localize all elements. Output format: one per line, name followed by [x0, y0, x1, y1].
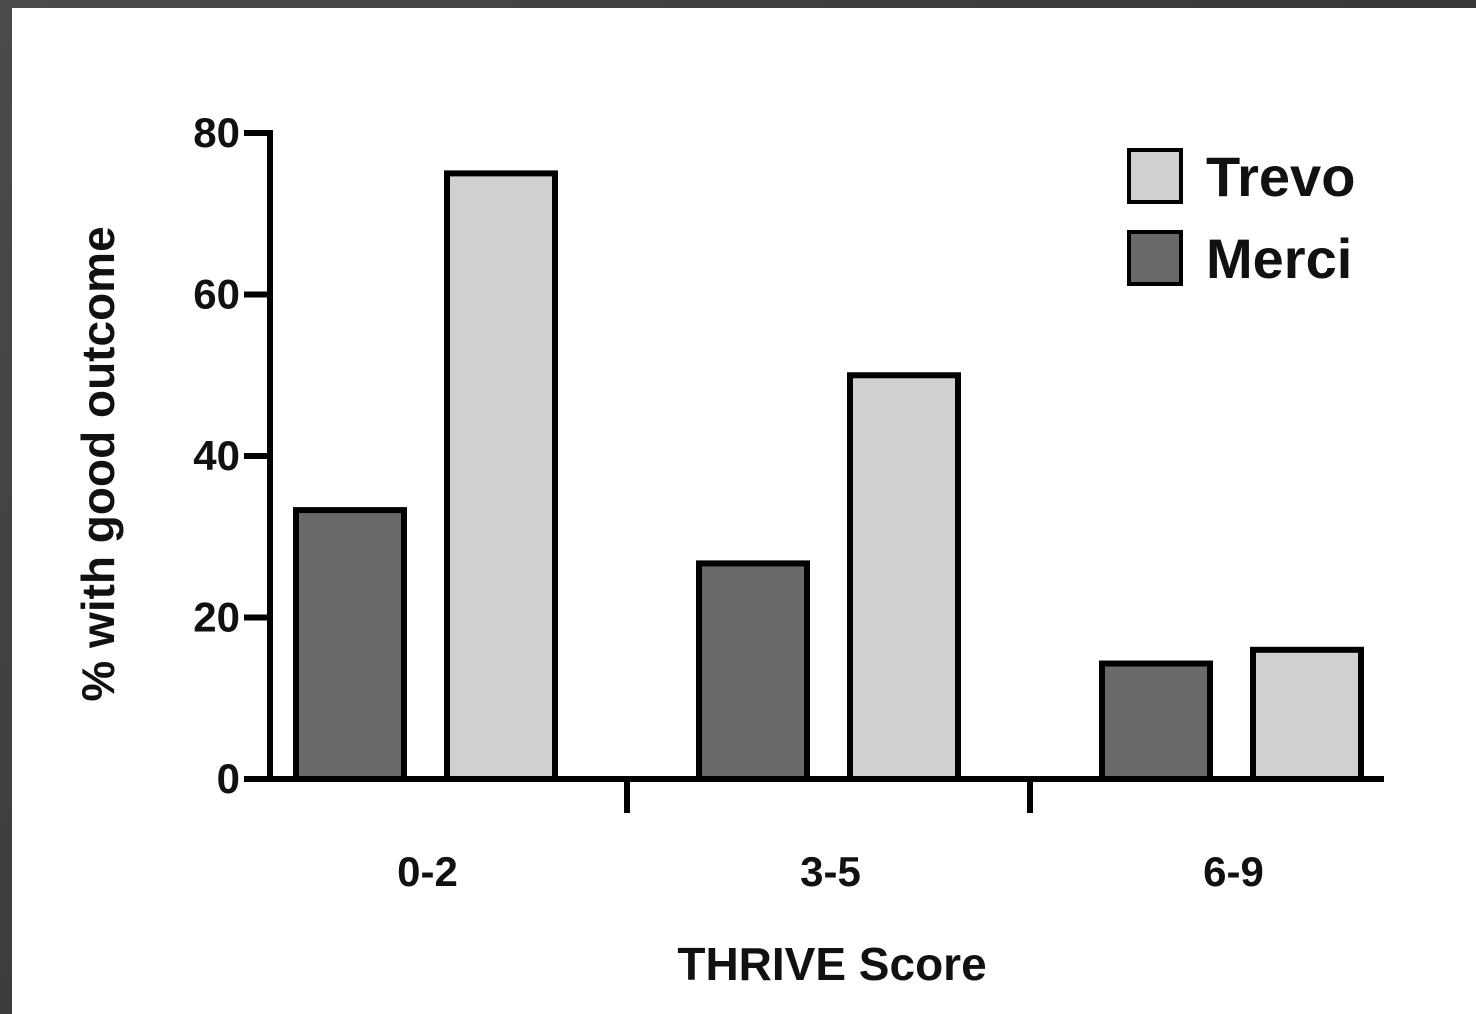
bar-trevo-6-9: [1250, 646, 1364, 782]
legend: Trevo Merci: [1127, 145, 1355, 290]
bar-trevo-0-2: [444, 170, 558, 782]
legend-swatch-trevo: [1127, 148, 1183, 204]
legend-label-trevo: Trevo: [1206, 145, 1355, 208]
y-tick-label-20: 20: [193, 594, 240, 641]
legend-label-merci: Merci: [1206, 227, 1352, 290]
x-category-label-6-9: 6-9: [1203, 848, 1264, 895]
x-category-label-3-5: 3-5: [800, 848, 861, 895]
labels-layer: 0 20 40 60 80 0-2 3-5 6-9 THRIVE Score % with goo…: [72, 109, 1264, 990]
y-tick-label-80: 80: [193, 109, 240, 156]
axes-layer: [244, 130, 1384, 813]
x-category-label-0-2: 0-2: [397, 848, 458, 895]
y-axis-title: % with good outcome: [72, 226, 124, 701]
bar-merci-0-2: [293, 507, 407, 782]
y-tick-label-60: 60: [193, 271, 240, 318]
legend-swatch-merci: [1127, 230, 1183, 286]
y-tick-label-0: 0: [217, 755, 240, 802]
bars-layer: [293, 170, 1364, 783]
x-axis-title: THRIVE Score: [677, 938, 986, 990]
bar-merci-3-5: [696, 560, 810, 783]
bar-chart: 0 20 40 60 80 0-2 3-5 6-9 THRIVE Score % with goo…: [72, 109, 1384, 990]
chart-panel: 0 20 40 60 80 0-2 3-5 6-9 THRIVE Score % with goo…: [12, 8, 1476, 1014]
y-tick-label-40: 40: [193, 432, 240, 479]
bar-trevo-3-5: [847, 372, 961, 782]
bar-merci-6-9: [1099, 660, 1213, 783]
